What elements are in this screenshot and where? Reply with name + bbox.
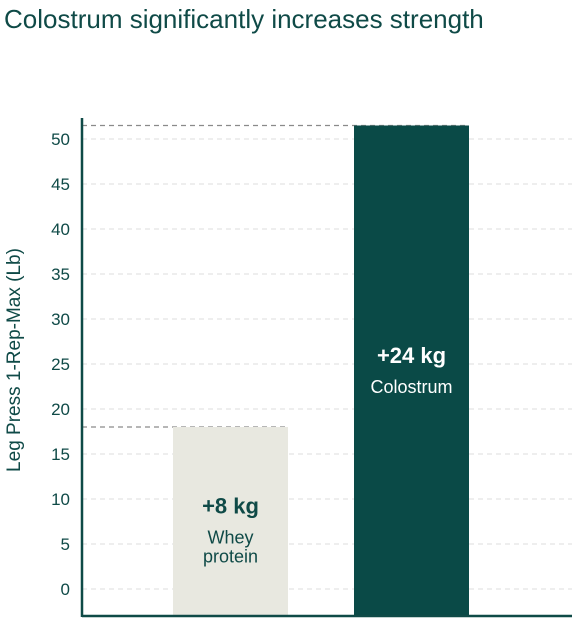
y-tick-label: 15 bbox=[51, 445, 70, 464]
y-tick-label: 0 bbox=[61, 580, 70, 599]
chart-title: Colostrum significantly increases streng… bbox=[4, 4, 484, 34]
axes bbox=[80, 118, 572, 618]
y-tick-label: 45 bbox=[51, 175, 70, 194]
y-tick-label: 5 bbox=[61, 535, 70, 554]
y-tick-label: 35 bbox=[51, 265, 70, 284]
bar-value-label: +24 kg bbox=[377, 343, 446, 368]
y-tick-label: 25 bbox=[51, 355, 70, 374]
bar-category-label: Colostrum bbox=[370, 377, 452, 397]
grid-lines bbox=[82, 138, 572, 590]
bar-1 bbox=[173, 427, 288, 616]
y-tick-labels: 0 5 10 15 20 25 30 35 40 45 50 bbox=[51, 130, 70, 599]
y-tick-label: 40 bbox=[51, 220, 70, 239]
y-tick-label: 10 bbox=[51, 490, 70, 509]
y-tick-label: 30 bbox=[51, 310, 70, 329]
bar-category-label: protein bbox=[203, 547, 258, 567]
bar-2 bbox=[354, 125, 469, 616]
y-tick-label: 50 bbox=[51, 130, 70, 149]
y-axis-label: Leg Press 1-Rep-Max (Lb) bbox=[4, 248, 25, 472]
bar-value-label: +8 kg bbox=[202, 494, 259, 519]
y-tick-label: 20 bbox=[51, 400, 70, 419]
bar-category-label: Whey bbox=[207, 528, 253, 548]
